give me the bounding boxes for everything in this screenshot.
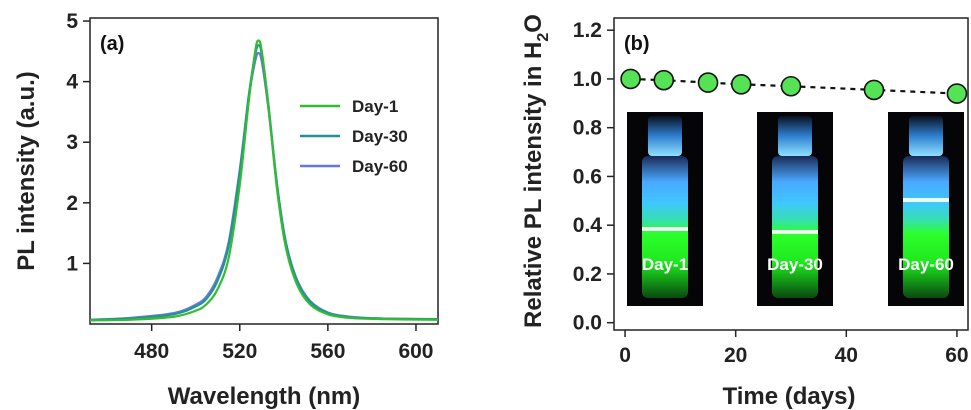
panel-b-x-tick-label: 0 bbox=[619, 344, 631, 367]
legend-label-day-60: Day-60 bbox=[352, 157, 408, 176]
panel-b-y-axis-label: Relative PL intensity in H2O bbox=[520, 14, 552, 328]
panel-a-legend: Day-1 Day-30 Day-60 bbox=[300, 97, 408, 176]
panel-b-ticks-group: 0 20 40 60 0.0 0.2 0.4 0.6 0.8 1.0 1.2 bbox=[573, 19, 969, 367]
panel-b-y-axis-label-subscript: 2 bbox=[535, 33, 552, 42]
panel-b-label: (b) bbox=[624, 33, 650, 55]
panel-b-y-tick-label: 0.8 bbox=[573, 117, 603, 140]
vial-photo-day-30: Day-30 bbox=[757, 112, 833, 306]
panel-b-plot-frame bbox=[613, 17, 969, 331]
vial-label-day-1: Day-1 bbox=[642, 255, 688, 274]
panel-b-x-tick-label: 20 bbox=[724, 344, 747, 367]
vial-photo-day-1: Day-1 bbox=[627, 112, 703, 306]
panel-a-series-group bbox=[89, 39, 439, 322]
panel-b-data-point bbox=[863, 79, 885, 101]
legend-label-day-30: Day-30 bbox=[352, 127, 408, 146]
panel-a-label: (a) bbox=[100, 33, 124, 55]
panel-b-data-point bbox=[697, 72, 719, 93]
panel-a-y-tick-label: 2 bbox=[66, 192, 78, 215]
panel-a-x-tick-label: 480 bbox=[134, 340, 169, 363]
panel-a-x-tick-label: 560 bbox=[310, 340, 345, 363]
panel-b-x-tick-label: 60 bbox=[945, 344, 968, 367]
panel-a-ticks-group: 480 520 560 600 1 2 3 4 5 bbox=[66, 10, 433, 363]
panel-a-y-axis-label: PL intensity (a.u.) bbox=[13, 71, 40, 271]
vial-photo-day-60: Day-60 bbox=[888, 112, 964, 306]
panel-b-y-tick-label: 1.2 bbox=[573, 19, 602, 42]
panel-b-y-tick-label: 0.6 bbox=[573, 165, 602, 188]
panel-a-spectrum-chart: 480 520 560 600 1 2 3 4 5 (a) Wavelength (nm) PL… bbox=[13, 10, 439, 410]
panel-a-series-line-day-30 bbox=[89, 44, 439, 321]
vial-label-day-30: Day-30 bbox=[767, 255, 823, 274]
panel-a-series-line-day-1 bbox=[89, 39, 439, 322]
panel-b-data-point bbox=[620, 68, 641, 90]
panel-a-x-axis-label: Wavelength (nm) bbox=[168, 383, 360, 410]
panel-a-y-tick-label: 4 bbox=[66, 71, 78, 94]
panel-b-series-group bbox=[620, 68, 968, 104]
panel-b-y-axis-label-main: Relative PL intensity in H bbox=[520, 42, 547, 328]
legend-label-day-1: Day-1 bbox=[352, 97, 398, 116]
panel-b-data-point bbox=[946, 83, 968, 104]
panel-b-y-tick-label: 0.2 bbox=[573, 263, 602, 286]
vial-label-day-60: Day-60 bbox=[898, 255, 954, 274]
panel-a-series-line-day-60 bbox=[89, 52, 439, 321]
panel-a-y-tick-label: 3 bbox=[66, 131, 78, 154]
panel-a-plot-frame bbox=[89, 17, 439, 325]
panel-b-y-axis-label-end: O bbox=[520, 14, 547, 33]
panel-b-y-tick-label: 0.0 bbox=[573, 312, 602, 335]
panel-a-y-tick-label: 1 bbox=[66, 252, 78, 275]
panel-b-stability-chart: Day-1 Day-30 Day-60 0 20 40 600.00.20.40.60… bbox=[520, 14, 969, 410]
panel-b-y-tick-label: 0.4 bbox=[573, 214, 603, 237]
panel-b-data-point bbox=[780, 75, 802, 97]
panel-a-y-tick-label: 5 bbox=[66, 10, 78, 33]
panel-b-y-tick-label: 1.0 bbox=[573, 68, 602, 91]
panel-b-data-point bbox=[653, 69, 675, 91]
panel-a-x-tick-label: 600 bbox=[398, 340, 433, 363]
panel-b-x-tick-label: 40 bbox=[835, 344, 858, 367]
panel-b-data-point bbox=[730, 74, 752, 95]
panel-b-x-axis-label: Time (days) bbox=[723, 383, 856, 410]
panel-a-x-tick-label: 520 bbox=[222, 340, 257, 363]
